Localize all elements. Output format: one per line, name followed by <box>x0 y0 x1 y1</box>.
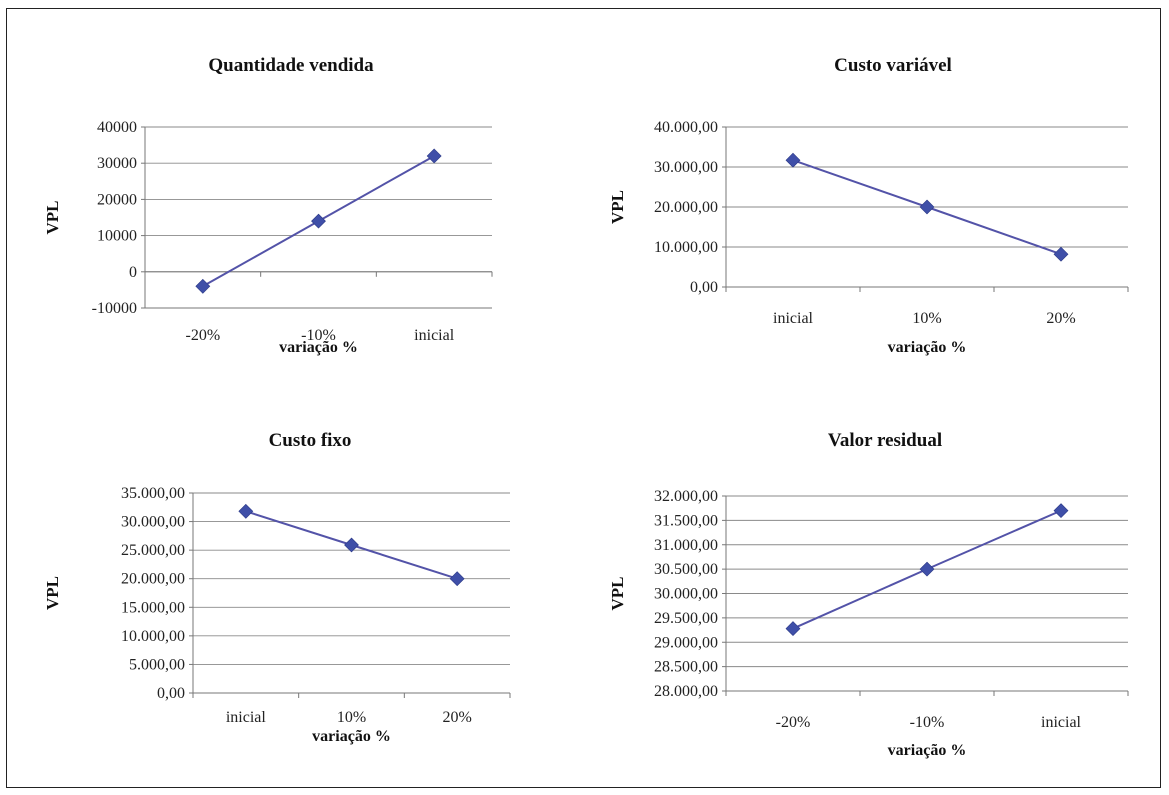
y-tick-label: 28.000,00 <box>654 683 718 700</box>
y-axis-label: VPL <box>608 577 627 611</box>
x-tick-label: 10% <box>337 709 366 726</box>
x-tick-label: 20% <box>443 709 472 726</box>
x-axis-label: variação % <box>888 339 967 356</box>
x-axis-label: variação % <box>279 339 358 356</box>
data-point-10 <box>919 561 935 577</box>
chart-title: Valor residual <box>828 430 942 451</box>
data-point-20 <box>449 571 465 587</box>
data-point-20 <box>1053 246 1069 262</box>
y-axis-label: VPL <box>608 190 627 224</box>
figure-frame: Quantidade vendida -10000 0 10000 20000 30000… <box>6 8 1161 788</box>
x-tick-label: -10% <box>910 714 945 731</box>
x-tick-label: 10% <box>912 310 941 327</box>
y-axis-label: VPL <box>43 201 62 235</box>
y-tick-label: 40.000,00 <box>654 119 718 136</box>
y-tick-label: 0,00 <box>690 279 718 296</box>
data-point-inicial <box>785 152 801 168</box>
x-tick-label: inicial <box>1041 714 1082 731</box>
y-tick-label: 28.500,00 <box>654 659 718 676</box>
data-point-10 <box>311 213 326 229</box>
y-tick-label: 5.000,00 <box>129 656 185 673</box>
chart-custo-fixo: Custo fixo 0,00 5.000,00 10.000,00 15.000,00… <box>25 415 545 755</box>
y-axis-label: VPL <box>43 576 62 610</box>
x-tick-label: inicial <box>226 709 267 726</box>
chart-quantidade-vendida: Quantidade vendida -10000 0 10000 20000 30000… <box>25 43 545 373</box>
y-tick-label: 30.000,00 <box>654 586 718 603</box>
data-point-20 <box>195 278 211 294</box>
y-tick-label: 29.500,00 <box>654 610 718 627</box>
chart-svg: Quantidade vendida -10000 0 10000 20000 30000… <box>43 55 493 356</box>
chart-title: Quantidade vendida <box>208 55 374 76</box>
y-tick-label: 31.000,00 <box>654 537 718 554</box>
y-tick-label: 30.500,00 <box>654 561 718 578</box>
chart-svg: Custo variável 0,00 10.000,00 20.000,00 30.0… <box>608 55 1129 356</box>
x-axis-label: variação % <box>888 742 967 759</box>
x-axis-label: variação % <box>312 728 391 745</box>
y-tick-label: 0,00 <box>157 685 185 702</box>
x-tick-label: 20% <box>1046 310 1075 327</box>
y-tick-label: 30000 <box>97 155 137 172</box>
data-point-10 <box>344 537 359 553</box>
x-tick-label: -10% <box>301 327 336 344</box>
y-tick-label: 29.000,00 <box>654 634 718 651</box>
data-point-inicial <box>426 148 442 164</box>
y-tick-label: 30.000,00 <box>654 159 718 176</box>
chart-custo-variavel: Custo variável 0,00 10.000,00 20.000,00 30.0… <box>590 43 1140 373</box>
y-tick-label: 32.000,00 <box>654 488 718 505</box>
y-tick-label: 31.500,00 <box>654 512 718 529</box>
y-tick-label: 15.000,00 <box>121 599 185 616</box>
y-tick-label: 20.000,00 <box>654 199 718 216</box>
y-tick-label: 10.000,00 <box>121 628 185 645</box>
data-point-20 <box>785 621 801 637</box>
y-tick-label: 25.000,00 <box>121 542 185 559</box>
chart-svg: Custo fixo 0,00 5.000,00 10.000,00 15.000,00… <box>43 430 511 745</box>
x-tick-label: inicial <box>414 327 455 344</box>
chart-svg: Valor residual 28.000,00 28.500,00 29.000,0… <box>608 430 1129 759</box>
data-point-10 <box>919 199 935 215</box>
data-point-inicial <box>238 503 254 519</box>
x-tick-label: -20% <box>186 327 221 344</box>
x-tick-label: inicial <box>773 310 814 327</box>
y-tick-label: 30.000,00 <box>121 514 185 531</box>
y-tick-label: -10000 <box>92 300 137 317</box>
x-tick-label: -20% <box>776 714 811 731</box>
y-tick-label: 35.000,00 <box>121 485 185 502</box>
y-tick-label: 40000 <box>97 119 137 136</box>
y-tick-label: 0 <box>129 264 137 281</box>
y-tick-label: 10000 <box>97 228 137 245</box>
y-tick-label: 20.000,00 <box>121 571 185 588</box>
chart-title: Custo fixo <box>269 430 352 451</box>
y-tick-label: 20000 <box>97 191 137 208</box>
y-tick-label: 10.000,00 <box>654 239 718 256</box>
data-point-inicial <box>1053 503 1069 519</box>
chart-title: Custo variável <box>834 55 952 76</box>
chart-valor-residual: Valor residual 28.000,00 28.500,00 29.000,0… <box>590 415 1140 759</box>
